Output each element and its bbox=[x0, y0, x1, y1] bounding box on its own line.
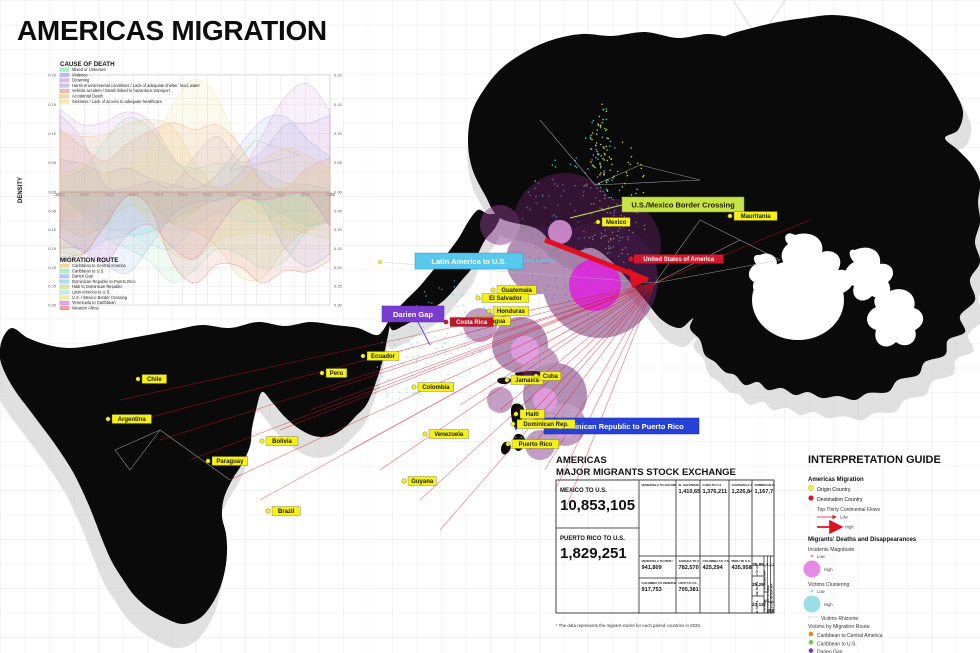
svg-text:Haiti: Haiti bbox=[526, 412, 539, 418]
svg-text:Bolivia: Bolivia bbox=[272, 439, 292, 445]
svg-text:Colombia: Colombia bbox=[422, 385, 450, 391]
svg-text:El Salvador: El Salvador bbox=[489, 296, 522, 302]
svg-text:Venezuela: Venezuela bbox=[434, 432, 464, 438]
svg-text:Jamaica: Jamaica bbox=[515, 378, 539, 384]
svg-text:Dominican Republic to Puerto R: Dominican Republic to Puerto Rico bbox=[558, 422, 684, 431]
svg-text:Guatemala: Guatemala bbox=[501, 288, 532, 294]
svg-text:Mexico: Mexico bbox=[606, 220, 627, 226]
svg-text:Cuba: Cuba bbox=[543, 374, 559, 380]
svg-text:United States of America: United States of America bbox=[643, 257, 714, 263]
svg-text:Ecuador: Ecuador bbox=[371, 354, 396, 360]
svg-text:U.S./Mexico Border Crossing: U.S./Mexico Border Crossing bbox=[631, 201, 735, 210]
svg-text:Mauritania: Mauritania bbox=[741, 214, 772, 220]
svg-text:Honduras: Honduras bbox=[497, 309, 526, 315]
svg-text:Chile: Chile bbox=[147, 377, 162, 383]
svg-text:Darien Gap: Darien Gap bbox=[393, 310, 433, 319]
svg-text:Argentina: Argentina bbox=[118, 417, 147, 423]
svg-text:Costa Rica: Costa Rica bbox=[456, 320, 488, 326]
svg-text:Guyana: Guyana bbox=[411, 479, 434, 485]
svg-text:Puerto Rico: Puerto Rico bbox=[519, 442, 553, 448]
svg-text:Latin America to U.S.: Latin America to U.S. bbox=[431, 257, 506, 266]
svg-text:Dominican Rep.: Dominican Rep. bbox=[523, 422, 569, 428]
svg-text:Brazil: Brazil bbox=[278, 509, 295, 515]
svg-text:Peru: Peru bbox=[330, 371, 344, 377]
svg-text:Paraguay: Paraguay bbox=[216, 459, 244, 465]
